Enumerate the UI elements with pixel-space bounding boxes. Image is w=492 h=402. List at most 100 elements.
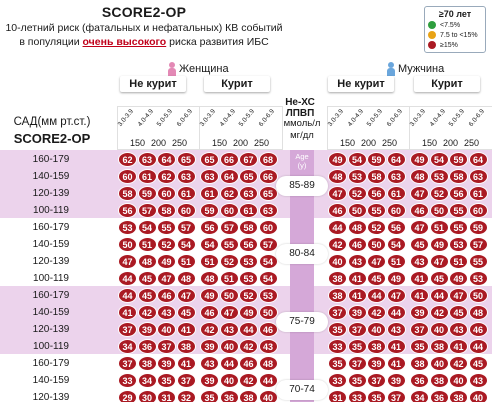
legend-label-high: ≥15% [440,41,458,49]
risk-cell: 47 [118,254,137,269]
risk-cell: 56 [118,203,137,218]
column-mmol-label: 4.0-4.9 [136,107,155,128]
column-mmol-label: 6.0-6.9 [175,107,194,128]
subtitle-line1: 10-летний риск (фатальных и нефатальных)… [5,22,283,34]
unit-mmol: ммоль/л [283,118,321,129]
risk-cell: 63 [137,152,157,167]
risk-cell: 42 [449,356,468,371]
sbp-row-label: 140-159 [32,239,70,250]
risk-cell: 45 [137,288,157,303]
risk-cell: 60 [219,203,239,218]
column-mg-label: 200 [233,138,249,148]
risk-cell: 42 [239,373,258,388]
risk-cell: 45 [367,271,386,286]
risk-cell: 37 [386,390,406,402]
risk-cell: 53 [239,254,258,269]
column-mg-label: 200 [443,138,459,148]
risk-cell: 66 [258,169,278,184]
risk-cell: 65 [258,186,278,201]
risk-cell: 41 [410,271,429,286]
risk-cell: 57 [468,237,488,252]
risk-cell: 55 [219,237,239,252]
risk-cell: 39 [367,356,386,371]
risk-cell: 42 [429,305,449,320]
column-mmol-label: 3.0-3.9 [198,107,218,128]
subtitle-highlight: очень высокого [82,35,167,48]
risk-cell: 38 [176,339,196,354]
risk-cell: 35 [328,356,347,371]
risk-cell: 57 [219,220,239,235]
risk-cell: 61 [176,186,196,201]
risk-cell: 31 [328,390,347,402]
column-mmol-label: 3.0-3.9 [116,107,136,128]
risk-cell: 44 [468,339,488,354]
risk-cell: 62 [219,186,239,201]
age-group-label: 80-84 [276,244,328,264]
subtitle-line2: в популяции очень высокого риска развити… [0,36,288,50]
column-mg-label: 200 [151,138,167,148]
risk-cell: 31 [157,390,176,402]
risk-cell: 40 [328,254,347,269]
risk-cell: 45 [137,271,157,286]
sbp-row-label: 120-139 [32,392,70,402]
risk-cell: 41 [449,339,468,354]
risk-cell: 51 [386,254,406,269]
risk-cell: 44 [258,373,278,388]
risk-cell: 48 [137,254,157,269]
column-mmol-label: 3.0-3.9 [326,107,346,128]
risk-cell: 33 [118,373,137,388]
sbp-row-label: 100-119 [33,205,69,216]
column-mmol-label: 5.0-5.9 [237,107,257,128]
male-person-icon [386,62,396,76]
risk-cell: 48 [410,169,429,184]
risk-cell: 39 [347,305,367,320]
risk-cell: 58 [367,169,386,184]
risk-cell: 59 [468,220,488,235]
risk-cell: 44 [429,288,449,303]
risk-cell: 48 [176,271,196,286]
risk-cell: 56 [367,186,386,201]
risk-cell: 52 [347,186,367,201]
risk-cell: 43 [410,254,429,269]
column-header-female-smoker: 3.0-3.9 4.0-4.9 5.0-5.9 6.0-6.9 150 200 250 [199,106,283,150]
column-mmol-label: 5.0-5.9 [155,107,175,128]
risk-cell: 34 [118,339,137,354]
legend-dot-mid [428,31,436,39]
risk-cell: 40 [258,390,278,402]
column-mmol-label: 5.0-5.9 [365,107,385,128]
risk-cell: 41 [410,288,429,303]
risk-cell: 38 [328,288,347,303]
risk-cell: 55 [468,254,488,269]
risk-cell: 56 [239,237,258,252]
age-group-label: 75-79 [276,312,328,332]
risk-cell: 57 [137,203,157,218]
sbp-row-label: 120-139 [32,256,70,267]
legend-dot-low [428,21,436,29]
risk-cell: 61 [200,186,219,201]
legend-heading: ≥70 лет [438,9,472,19]
risk-cell: 47 [157,271,176,286]
risk-cell: 60 [176,203,196,218]
column-header-female-nonsmoker: 3.0-3.9 4.0-4.9 5.0-5.9 6.0-6.9 150 200 250 [117,106,201,150]
column-header-male-smoker: 3.0-3.9 4.0-4.9 5.0-5.9 6.0-6.9 150 200 250 [409,106,492,150]
column-mg-label: 150 [130,138,146,148]
title-block: SCORE2-OP 10-летний риск (фатальных и не… [0,4,288,49]
risk-cell: 64 [468,152,488,167]
risk-cell: 63 [176,169,196,184]
risk-cell: 43 [157,305,176,320]
risk-cell: 46 [410,203,429,218]
column-mg-label: 250 [172,138,188,148]
risk-cell: 38 [429,339,449,354]
risk-cell: 42 [328,237,347,252]
risk-cell: 44 [118,271,137,286]
column-mmol-label: 4.0-4.9 [428,107,447,128]
risk-cell: 46 [347,237,367,252]
female-smoker-label: Курит [204,76,270,92]
risk-cell: 36 [429,390,449,402]
risk-cell: 47 [449,288,468,303]
column-mg-label: 150 [212,138,228,148]
column-mmol-label: 6.0-6.9 [257,107,276,128]
risk-cell: 53 [429,169,449,184]
risk-cell: 41 [386,339,406,354]
risk-cell: 43 [347,254,367,269]
